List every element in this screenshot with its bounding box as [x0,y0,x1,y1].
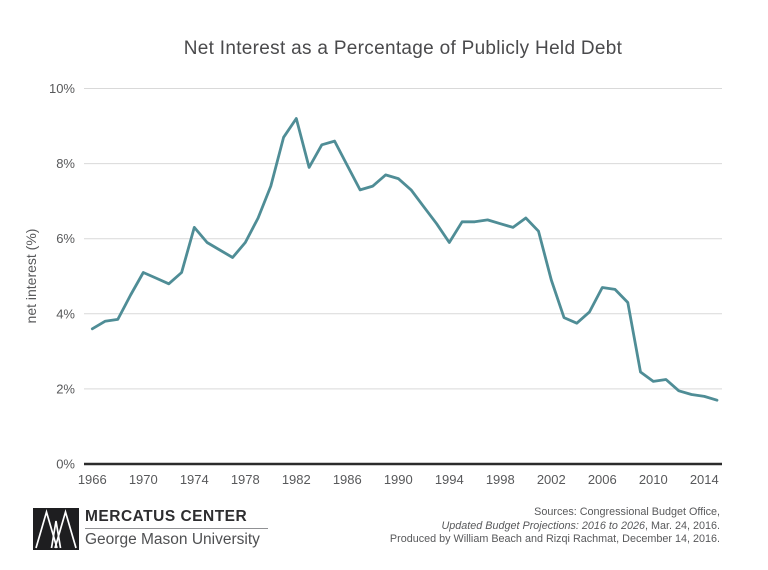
x-tick-label: 1982 [282,472,311,487]
logo-org-name: MERCATUS CENTER [85,508,248,525]
credit-line-3: Produced by William Beach and Rizqi Rach… [389,533,720,546]
logo-divider [85,528,268,529]
y-tick-label: 2% [56,381,75,396]
source-credits: Sources: Congressional Budget Office, Up… [390,506,720,547]
credit-line-1: Sources: Congressional Budget Office, [534,506,720,518]
x-tick-label: 1986 [333,472,362,487]
y-tick-label: 10% [49,81,75,96]
chart-title: Net Interest as a Percentage of Publicly… [183,38,623,59]
logo-university-name: George Mason University [85,531,260,548]
y-tick-label: 4% [56,306,75,321]
x-tick-label: 1990 [384,472,413,487]
credit-line-2: Updated Budget Projections: 2016 to 2026… [390,520,720,534]
x-tick-label: 2006 [588,472,617,487]
x-tick-label: 1966 [78,472,107,487]
x-tick-label: 2010 [639,472,668,487]
y-tick-label: 8% [56,156,75,171]
y-axis-label: net interest (%) [23,229,39,324]
x-tick-label: 2002 [537,472,566,487]
y-tick-label: 6% [56,231,75,246]
x-tick-label: 1994 [435,472,464,487]
credit-report-date: , Mar. 24, 2016. [644,519,720,532]
x-tick-label: 1974 [180,472,209,487]
logo-text: MERCATUS CENTER George Mason University [85,507,268,549]
x-tick-label: 1970 [129,472,158,487]
line-chart: 0% 2% 4% 6% 8% 10% 1966 1970 1974 1978 1982 1986 199… [23,81,722,487]
x-tick-label: 2014 [690,472,719,487]
net-interest-line [90,117,719,402]
x-tick-label: 1978 [231,472,260,487]
mercatus-logo-icon [33,508,79,550]
credit-report-title: Updated Budget Projections: 2016 to 2026 [441,519,645,532]
y-tick-label: 0% [56,457,75,472]
x-tick-label: 1998 [486,472,515,487]
